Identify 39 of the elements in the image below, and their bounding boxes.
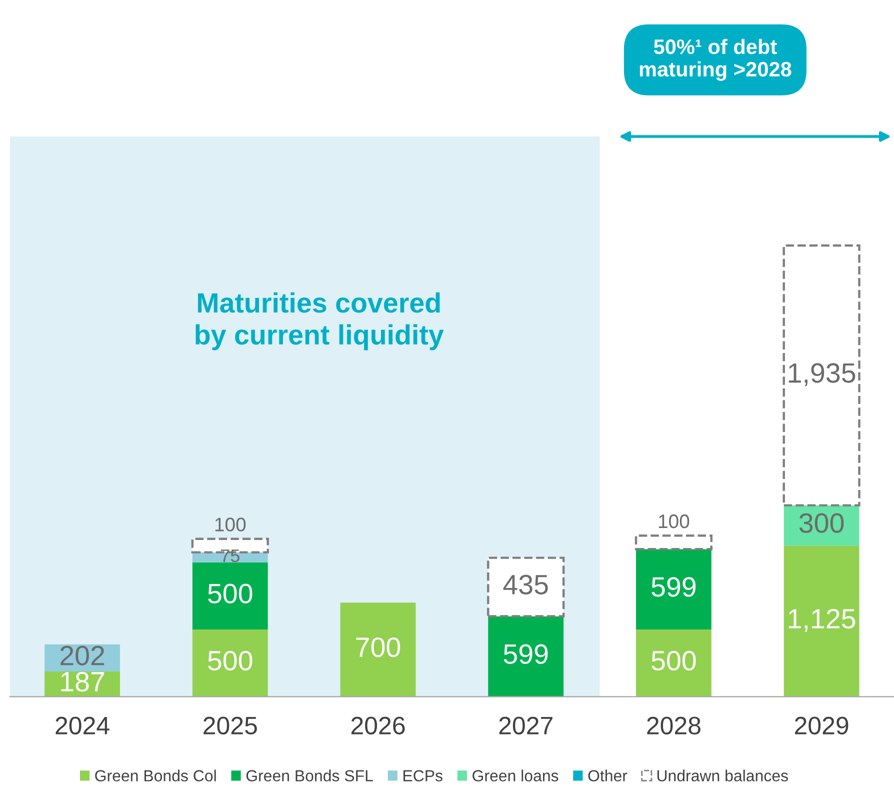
x-tick-label: 2025 <box>204 716 257 734</box>
data-label: 202 <box>60 646 104 666</box>
legend-label: Green Bonds SFL <box>246 770 373 782</box>
bar <box>192 630 268 697</box>
data-label: 75 <box>221 550 240 562</box>
bar <box>636 630 712 697</box>
data-label: 300 <box>799 513 844 533</box>
bar <box>340 602 416 697</box>
data-label: 599 <box>652 577 696 597</box>
bar <box>636 549 712 630</box>
x-tick-label: 2028 <box>647 716 700 734</box>
bar <box>487 556 565 618</box>
data-label: 1,935 <box>788 363 856 386</box>
data-label: 100 <box>215 518 246 532</box>
x-tick-label: 2024 <box>56 716 110 734</box>
data-label: 700 <box>356 637 400 658</box>
data-label: 500 <box>208 584 252 604</box>
bar <box>634 534 713 550</box>
legend-label: Green loans <box>472 770 558 782</box>
bar <box>192 562 268 630</box>
data-label: 500 <box>652 650 696 671</box>
legend-label: Green Bonds Col <box>95 770 216 782</box>
legend-label: ECPs <box>404 770 442 782</box>
band-label: Maturities covered by current liquidity <box>196 292 444 350</box>
data-label: 435 <box>503 574 548 594</box>
x-tick-label: 2027 <box>499 716 552 734</box>
data-label: 500 <box>208 650 252 671</box>
data-label: 187 <box>61 672 104 692</box>
legend-label: Undrawn balances <box>657 770 788 782</box>
x-tick-label: 2026 <box>351 716 405 734</box>
bar <box>488 616 564 697</box>
legend-label: Other <box>588 770 628 782</box>
bar <box>782 244 860 506</box>
text: 50%¹ of debt maturing >2028 <box>640 38 792 81</box>
data-label: 599 <box>504 644 548 664</box>
data-label: 1,125 <box>788 608 856 632</box>
bar <box>784 546 860 697</box>
data-label: 100 <box>658 514 690 528</box>
x-tick-label: 2029 <box>795 716 848 734</box>
